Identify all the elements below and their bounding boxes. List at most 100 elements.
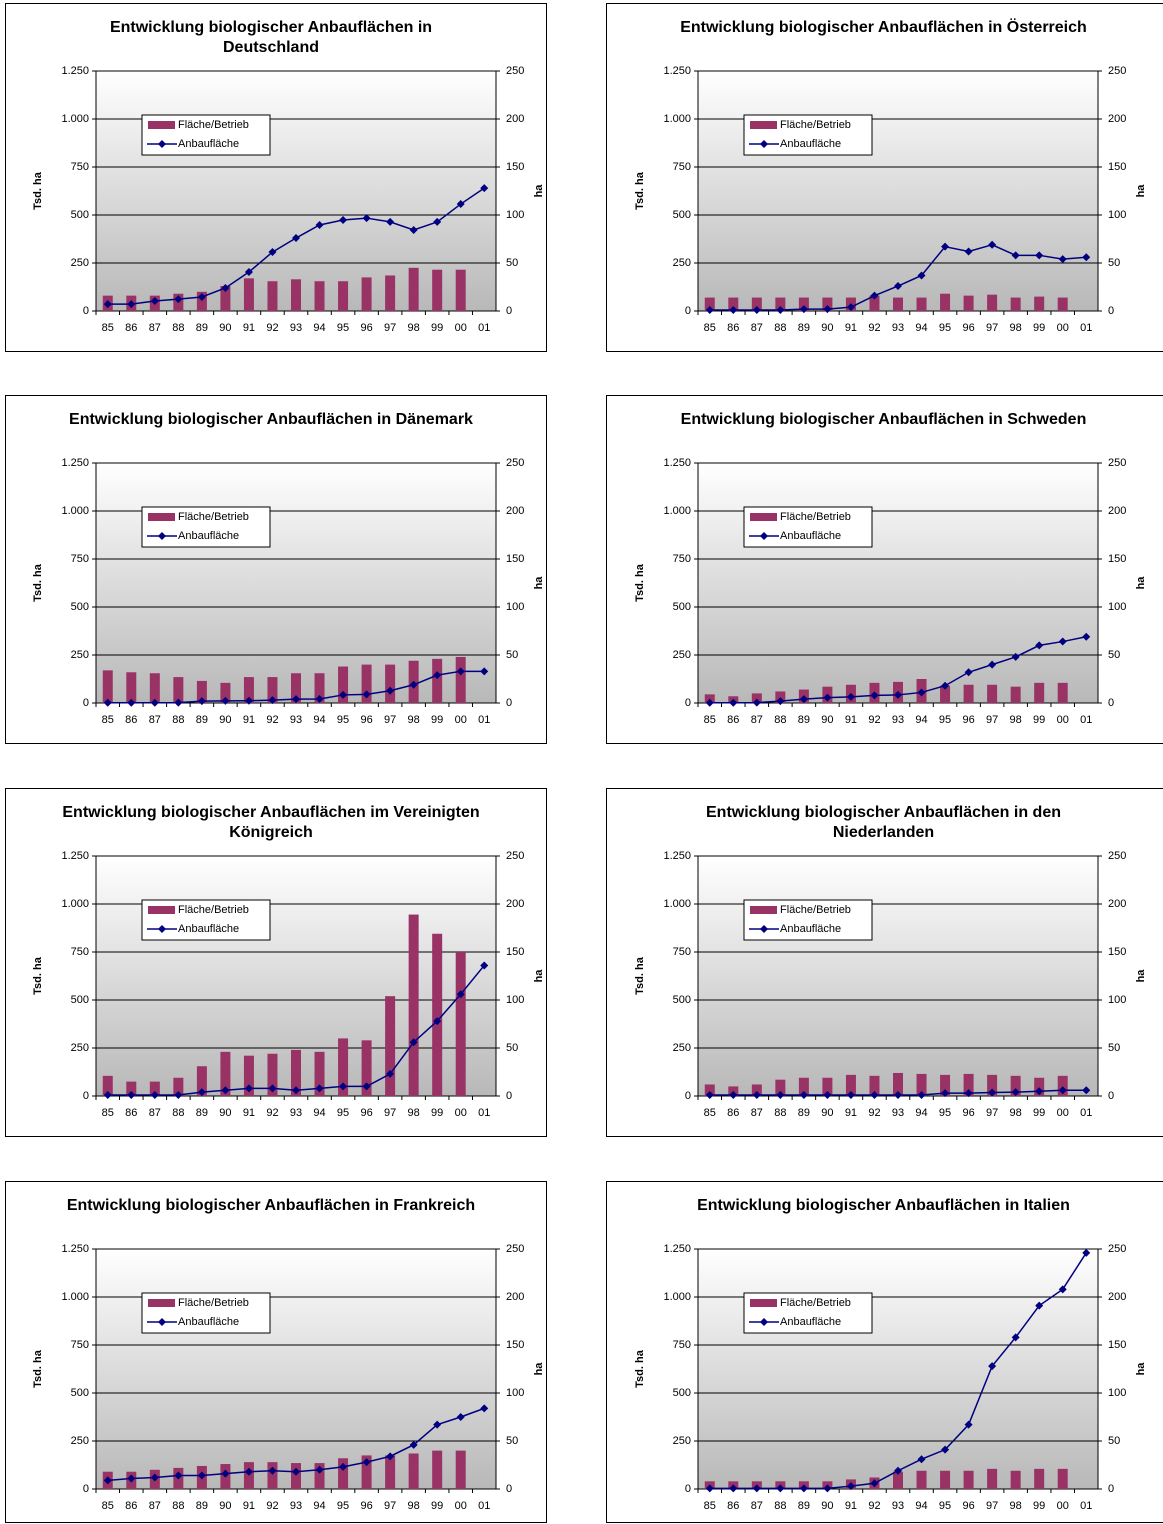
- legend-label: Anbaufläche: [178, 138, 239, 150]
- legend-swatch: [750, 906, 777, 914]
- legend-marker: [158, 925, 166, 933]
- x-tick-label: 86: [727, 1500, 739, 1512]
- legend-swatch: [750, 121, 777, 129]
- x-tick-label: 92: [266, 1500, 278, 1512]
- x-tick-label: 89: [798, 714, 810, 726]
- x-tick-label: 01: [1080, 714, 1092, 726]
- x-tick-label: 92: [266, 1107, 278, 1119]
- line-marker: [1058, 255, 1067, 264]
- chart-title: Entwicklung biologischer Anbauflächen in…: [697, 1197, 1070, 1214]
- y2-tick-label: 200: [506, 113, 524, 125]
- x-tick-label: 93: [290, 1107, 302, 1119]
- y-tick-label: 250: [71, 649, 89, 661]
- y-tick-label: 750: [71, 553, 89, 565]
- bar: [291, 673, 301, 703]
- x-tick-label: 96: [360, 1107, 372, 1119]
- y-tick-label: 750: [673, 553, 691, 565]
- x-tick-label: 93: [892, 322, 904, 334]
- chart-title: Entwicklung biologischer Anbauflächen im…: [62, 804, 480, 841]
- line-marker: [988, 240, 997, 249]
- line-marker: [339, 690, 348, 699]
- bar: [704, 1084, 715, 1096]
- line-marker: [244, 268, 253, 277]
- y2-tick-label: 150: [506, 1339, 524, 1351]
- line-marker: [729, 1484, 738, 1493]
- bar: [1034, 1077, 1045, 1096]
- line-marker: [917, 271, 926, 280]
- x-tick-label: 85: [704, 322, 716, 334]
- x-tick-label: 91: [243, 1107, 255, 1119]
- x-tick-label: 96: [360, 714, 372, 726]
- bar: [1057, 297, 1068, 311]
- y-tick-label: 1.250: [663, 1243, 691, 1255]
- bar: [314, 281, 325, 311]
- y2-tick-label: 50: [506, 1042, 518, 1054]
- x-tick-label: 95: [337, 714, 349, 726]
- x-tick-label: 94: [915, 1500, 927, 1512]
- line-marker: [174, 1091, 183, 1100]
- y2-tick-label: 250: [1108, 457, 1126, 469]
- bar: [728, 297, 739, 311]
- legend-marker: [760, 925, 768, 933]
- line-marker: [870, 1479, 879, 1488]
- y2-tick-label: 0: [1108, 697, 1114, 709]
- y-tick-label: 750: [71, 946, 89, 958]
- x-tick-label: 97: [384, 1500, 396, 1512]
- chart: Entwicklung biologischer Anbauflächen in…: [606, 395, 1163, 744]
- line-marker: [244, 1467, 253, 1476]
- y-axis-label: Tsd. ha: [634, 171, 646, 210]
- y-axis-label: Tsd. ha: [634, 1349, 646, 1388]
- line-marker: [386, 686, 395, 695]
- bar: [126, 672, 137, 703]
- y-tick-label: 1.000: [61, 505, 89, 517]
- x-tick-label: 89: [798, 1500, 810, 1512]
- x-tick-label: 96: [962, 1107, 974, 1119]
- line-marker: [268, 696, 277, 705]
- x-tick-label: 00: [1057, 1500, 1069, 1512]
- line-marker: [103, 1091, 112, 1100]
- line-marker: [433, 671, 442, 680]
- y-tick-label: 750: [673, 946, 691, 958]
- x-tick-label: 99: [431, 322, 443, 334]
- x-tick-label: 01: [478, 714, 490, 726]
- line-marker: [409, 680, 418, 689]
- x-tick-label: 89: [798, 1107, 810, 1119]
- bar: [1010, 1470, 1021, 1489]
- plot-area: [697, 1248, 1099, 1490]
- legend-marker: [158, 1318, 166, 1326]
- line-marker: [729, 698, 738, 707]
- y2-tick-label: 250: [506, 850, 524, 862]
- x-tick-label: 94: [313, 322, 325, 334]
- line-marker: [197, 292, 206, 301]
- y2-axis-label: ha: [533, 1362, 545, 1376]
- line-marker: [221, 1469, 230, 1478]
- line-marker: [456, 667, 465, 676]
- x-tick-label: 00: [455, 1107, 467, 1119]
- x-tick-label: 99: [1033, 1107, 1045, 1119]
- chart: Entwicklung biologischer Anbauflächen in…: [606, 788, 1163, 1137]
- bar: [963, 295, 974, 311]
- y-axis-label: Tsd. ha: [32, 1349, 44, 1388]
- y2-tick-label: 0: [1108, 305, 1114, 317]
- y2-tick-label: 150: [1108, 553, 1126, 565]
- x-tick-label: 85: [102, 714, 114, 726]
- bar: [338, 1038, 349, 1096]
- y2-tick-label: 50: [1108, 649, 1120, 661]
- bar: [196, 680, 207, 703]
- bar: [963, 1073, 974, 1096]
- x-tick-label: 91: [243, 714, 255, 726]
- line-marker: [846, 1091, 855, 1100]
- line-marker: [1082, 253, 1091, 262]
- chart: Entwicklung biologischer Anbauflächen in…: [606, 3, 1163, 352]
- y-tick-label: 0: [685, 697, 691, 709]
- line-marker: [799, 1091, 808, 1100]
- line-marker: [456, 200, 465, 209]
- y2-tick-label: 200: [506, 505, 524, 517]
- bar: [291, 1049, 301, 1096]
- line-marker: [1035, 1301, 1044, 1310]
- line-marker: [480, 1404, 489, 1413]
- y-tick-label: 250: [71, 1435, 89, 1447]
- x-tick-label: 91: [845, 714, 857, 726]
- line-marker: [480, 667, 489, 676]
- y2-tick-label: 50: [506, 1435, 518, 1447]
